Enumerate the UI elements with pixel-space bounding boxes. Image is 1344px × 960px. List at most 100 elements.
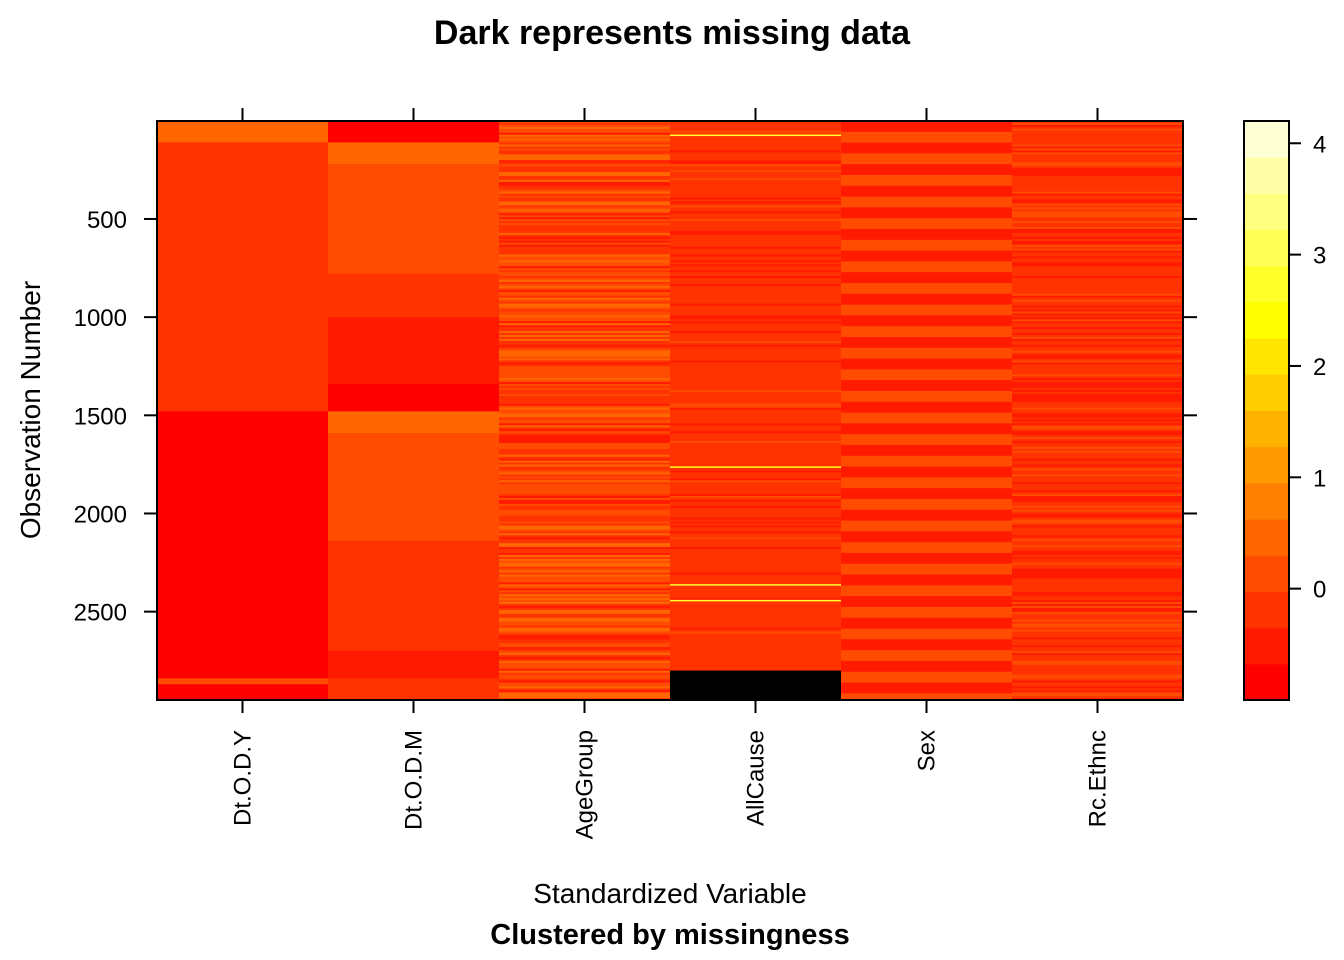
heatmap-cell <box>670 342 842 346</box>
heatmap-cell <box>499 195 671 199</box>
heatmap-column-dt-o-d-y <box>157 121 329 701</box>
heatmap-cell <box>499 525 671 528</box>
heatmap-cell <box>670 655 842 658</box>
heatmap-cell <box>670 391 842 395</box>
heatmap-cell <box>1012 545 1184 548</box>
heatmap-cell <box>499 539 671 542</box>
heatmap-cell <box>670 386 842 389</box>
heatmap-cell <box>1012 523 1184 526</box>
heatmap-cell <box>499 234 671 238</box>
heatmap-cell <box>1012 291 1184 295</box>
heatmap-cell <box>1012 360 1184 363</box>
heatmap-cell <box>499 627 671 631</box>
heatmap-cell <box>499 476 671 479</box>
heatmap-cell <box>1012 647 1184 650</box>
heatmap-cell <box>499 578 671 581</box>
heatmap-cell <box>670 205 842 208</box>
heatmap-cell <box>1012 674 1184 678</box>
heatmap-cell <box>841 488 1013 500</box>
heatmap-cell <box>499 346 671 350</box>
heatmap-cell <box>670 458 842 462</box>
heatmap-cell <box>670 448 842 452</box>
heatmap-cell <box>670 503 842 507</box>
heatmap-cell <box>670 146 842 149</box>
heatmap-cell <box>1012 399 1184 403</box>
heatmap-cell <box>670 175 842 179</box>
heatmap-cell <box>1012 409 1184 413</box>
heatmap-cell <box>499 193 671 197</box>
heatmap-cell <box>1012 193 1184 197</box>
heatmap-cell <box>499 126 671 130</box>
heatmap-cell <box>499 350 671 354</box>
heatmap-cell <box>499 293 671 297</box>
heatmap-cell <box>1012 325 1184 328</box>
heatmap-cell <box>1012 631 1184 634</box>
heatmap-cell <box>1012 558 1184 562</box>
heatmap-cell <box>1012 543 1184 546</box>
heatmap-cell <box>1012 666 1184 670</box>
heatmap-cell <box>499 144 671 148</box>
heatmap-cell <box>841 596 1013 608</box>
heatmap-cell <box>670 421 842 424</box>
heatmap-cell <box>1012 144 1184 148</box>
heatmap-cell <box>1012 329 1184 332</box>
heatmap-cell <box>670 513 842 517</box>
heatmap-cell <box>499 217 671 220</box>
heatmap-cell <box>670 154 842 157</box>
heatmap-cell <box>499 556 671 560</box>
heatmap-cell <box>1012 350 1184 354</box>
heatmap-column-sex <box>841 121 1013 701</box>
heatmap-cell <box>499 342 671 346</box>
heatmap-cell <box>499 146 671 149</box>
heatmap-cell <box>670 586 842 589</box>
heatmap-cell <box>499 558 671 562</box>
heatmap-cell <box>499 570 671 574</box>
heatmap-cell <box>841 574 1013 586</box>
heatmap-cell <box>670 162 842 165</box>
heatmap-cell <box>1012 252 1184 256</box>
heatmap-cell <box>670 521 842 524</box>
heatmap-cell <box>670 488 842 491</box>
heatmap-cell <box>1012 574 1184 578</box>
heatmap-cell <box>499 615 671 619</box>
heatmap-cell <box>841 660 1013 673</box>
heatmap-cell-highlight <box>670 134 841 137</box>
heatmap-cell <box>1012 603 1184 607</box>
heatmap-cell <box>670 668 842 672</box>
heatmap-cell <box>841 228 1013 241</box>
x-axis-label: Standardized Variable <box>533 878 806 909</box>
heatmap-cell <box>499 175 671 179</box>
heatmap-cell <box>841 326 1013 338</box>
heatmap-cell <box>1012 264 1184 267</box>
heatmap-cell <box>670 529 842 532</box>
heatmap-cell <box>1012 672 1184 676</box>
heatmap-cell <box>499 600 671 603</box>
heatmap-cell <box>670 507 842 511</box>
heatmap-cell <box>1012 134 1184 138</box>
colorbar-tick-label: 1 <box>1313 465 1326 492</box>
heatmap-cell <box>1012 179 1184 183</box>
heatmap-cell <box>670 311 842 314</box>
heatmap-cell <box>499 340 671 344</box>
heatmap-cell <box>670 515 842 519</box>
heatmap-cell <box>1012 138 1184 142</box>
heatmap-cell <box>1012 201 1184 204</box>
heatmap-cell <box>670 454 842 458</box>
heatmap-cell <box>499 484 671 487</box>
heatmap-cell <box>499 197 671 201</box>
heatmap-cell <box>670 362 842 365</box>
heatmap-cell <box>670 230 842 234</box>
heatmap-cell <box>670 486 842 489</box>
heatmap-cell <box>499 223 671 226</box>
heatmap-cell <box>1012 232 1184 236</box>
heatmap-cell <box>1012 213 1184 216</box>
missing-data-block <box>670 670 841 700</box>
heatmap-cell <box>670 509 842 513</box>
heatmap-cell <box>499 537 671 540</box>
heatmap-cell <box>1012 234 1184 238</box>
heatmap-cell <box>670 462 842 466</box>
heatmap-cell <box>1012 338 1184 342</box>
heatmap-cell <box>1012 560 1184 564</box>
heatmap-cell <box>841 369 1013 381</box>
heatmap-cell <box>1012 358 1184 362</box>
